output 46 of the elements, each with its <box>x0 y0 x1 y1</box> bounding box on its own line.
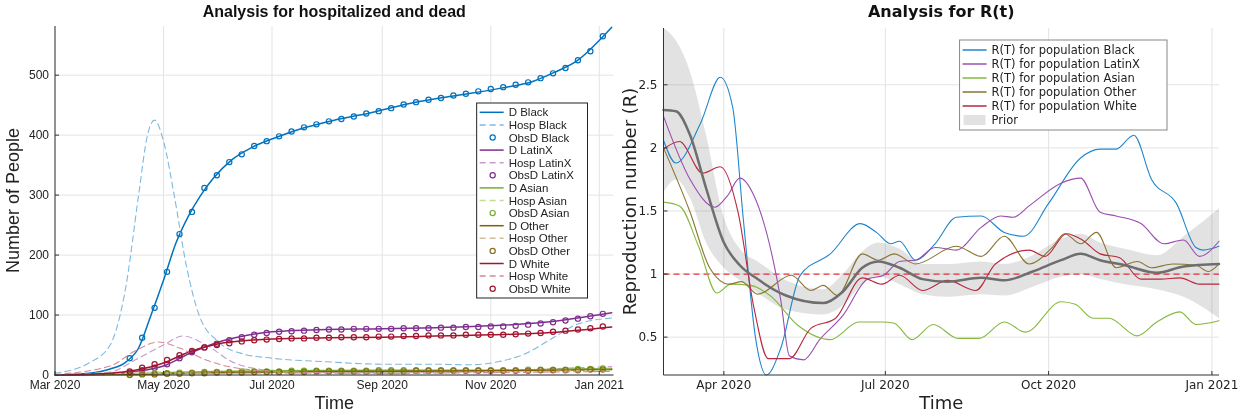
y-tick-label: 400 <box>28 128 50 143</box>
legend-label: R(T) for population White <box>991 99 1137 114</box>
legend-label: Prior <box>991 113 1019 128</box>
legend-label: ObsD LatinX <box>508 169 575 182</box>
x-tick-label: Jan 2021 <box>574 378 625 392</box>
legend-label: ObsD Other <box>508 244 571 257</box>
y-tick-label: 0.5 <box>638 330 658 345</box>
legend-label: R(T) for population Asian <box>991 71 1135 86</box>
x-tick-label: Jul 2020 <box>249 378 295 392</box>
legend-label: R(T) for population LatinX <box>991 57 1140 72</box>
y-tick-label: 100 <box>28 308 50 323</box>
y-tick-label: 300 <box>28 188 50 203</box>
legend-label: ObsD Black <box>508 131 570 144</box>
legend-label: D White <box>508 257 550 270</box>
x-tick-label: May 2020 <box>137 378 191 392</box>
x-tick-label: Sep 2020 <box>356 378 409 392</box>
y-tick-label: 500 <box>28 68 50 83</box>
y-axis-title: Number of People <box>3 127 23 274</box>
y-tick-label: 1 <box>649 267 658 282</box>
legend-label: Hosp Other <box>508 232 568 245</box>
y-axis-title: Reproduction number (R) <box>618 87 640 316</box>
chart-title: Analysis for hospitalized and dead <box>202 3 466 20</box>
x-tick-label: Nov 2020 <box>465 378 517 392</box>
y-tick-label: 1.5 <box>638 204 658 219</box>
legend-label: R(T) for population Other <box>991 85 1137 100</box>
legend-label: ObsD Asian <box>508 207 570 220</box>
legend-label: Hosp White <box>508 270 569 283</box>
x-tick-label: Jan 2021 <box>1184 378 1239 392</box>
legend-label: D Black <box>508 106 549 119</box>
legend-label: Hosp Black <box>508 118 568 131</box>
legend-label: R(T) for population Black <box>991 43 1135 58</box>
x-tick-label: Jul 2020 <box>859 378 910 392</box>
y-tick-label: 2.5 <box>638 77 658 92</box>
x-axis-title: Time <box>314 393 354 413</box>
x-tick-label: Oct 2020 <box>1021 378 1077 392</box>
y-tick-label: 200 <box>28 248 50 263</box>
legend-label: Hosp Asian <box>508 194 567 207</box>
legend-label: D Asian <box>508 181 549 194</box>
legend-label: ObsD White <box>508 282 571 295</box>
legend-label: Hosp LatinX <box>508 156 572 169</box>
legend-label: D LatinX <box>508 144 554 157</box>
x-tick-label: Apr 2020 <box>696 378 752 392</box>
chart-title: Analysis for R(t) <box>867 2 1015 21</box>
y-tick-label: 2 <box>649 141 658 156</box>
x-axis-title: Time <box>918 392 964 413</box>
legend-label: D Other <box>508 219 550 232</box>
